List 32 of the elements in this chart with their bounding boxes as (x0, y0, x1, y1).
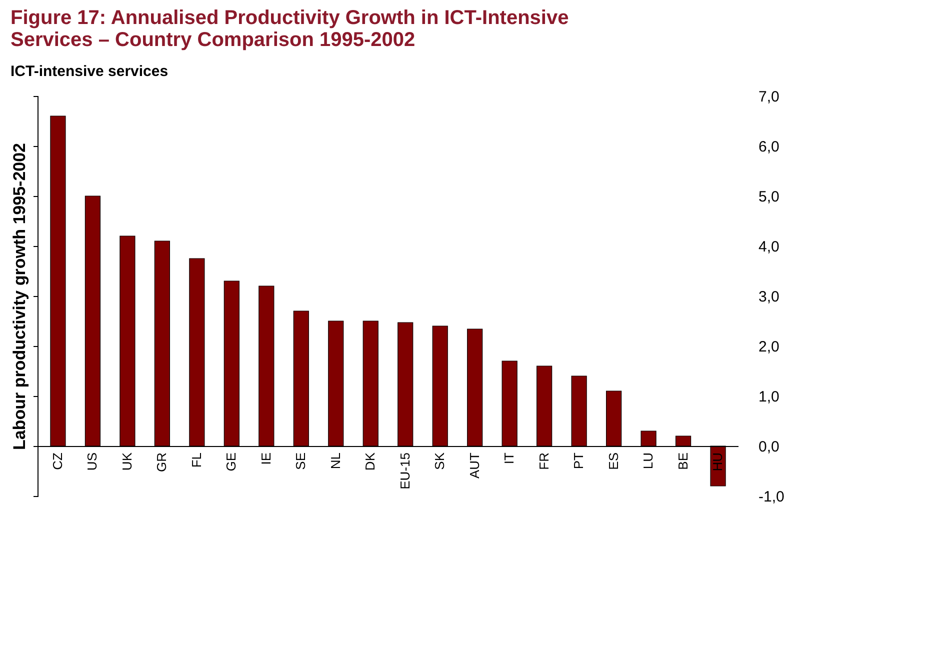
x-tick-label: IT (502, 452, 517, 464)
x-tick-label: UK (119, 452, 134, 471)
y-tick-label: 1,0 (758, 388, 780, 406)
x-tick-label: GE (224, 452, 239, 472)
x-tick-label: US (84, 452, 100, 471)
y-tick-label: 7,0 (758, 88, 780, 106)
x-tick-label: ES (606, 452, 621, 470)
chart-title: Figure 17: Annualised Productivity Growth in ICT-Intensive Services – Country Comparison 1995-2002 (10, 7, 569, 51)
y-tick-label: 2,0 (758, 338, 780, 356)
x-tick-label: CZ (50, 452, 65, 470)
x-tick-label: SK (432, 452, 448, 470)
x-tick-label: DK (362, 452, 378, 471)
y-tick-label: 0,0 (758, 438, 780, 456)
y-tick-label: -1,0 (758, 488, 784, 506)
x-tick-label: HU (710, 452, 726, 472)
y-tick-label: 3,0 (758, 288, 780, 306)
x-tick-label: PT (571, 452, 586, 470)
x-tick-label: BE (675, 452, 690, 470)
y-tick-label: 4,0 (758, 238, 780, 256)
x-tick-label: IE (258, 452, 274, 465)
x-tick-label: NL (328, 452, 343, 470)
y-axis-title: Labour productivity growth 1995-2002 (10, 142, 29, 450)
x-tick-label: LU (640, 452, 656, 470)
y-tick-label: 5,0 (758, 188, 780, 206)
x-tick-label: FR (536, 452, 552, 470)
x-tick-label: AUT (466, 452, 482, 478)
y-tick-label: 6,0 (758, 138, 780, 156)
x-tick-label: FL (188, 452, 204, 468)
chart-subtitle: ICT-intensive services (10, 63, 168, 80)
x-tick-label: EU-15 (397, 452, 412, 490)
x-tick-label: SE (293, 452, 308, 470)
x-tick-label: GR (154, 452, 170, 472)
